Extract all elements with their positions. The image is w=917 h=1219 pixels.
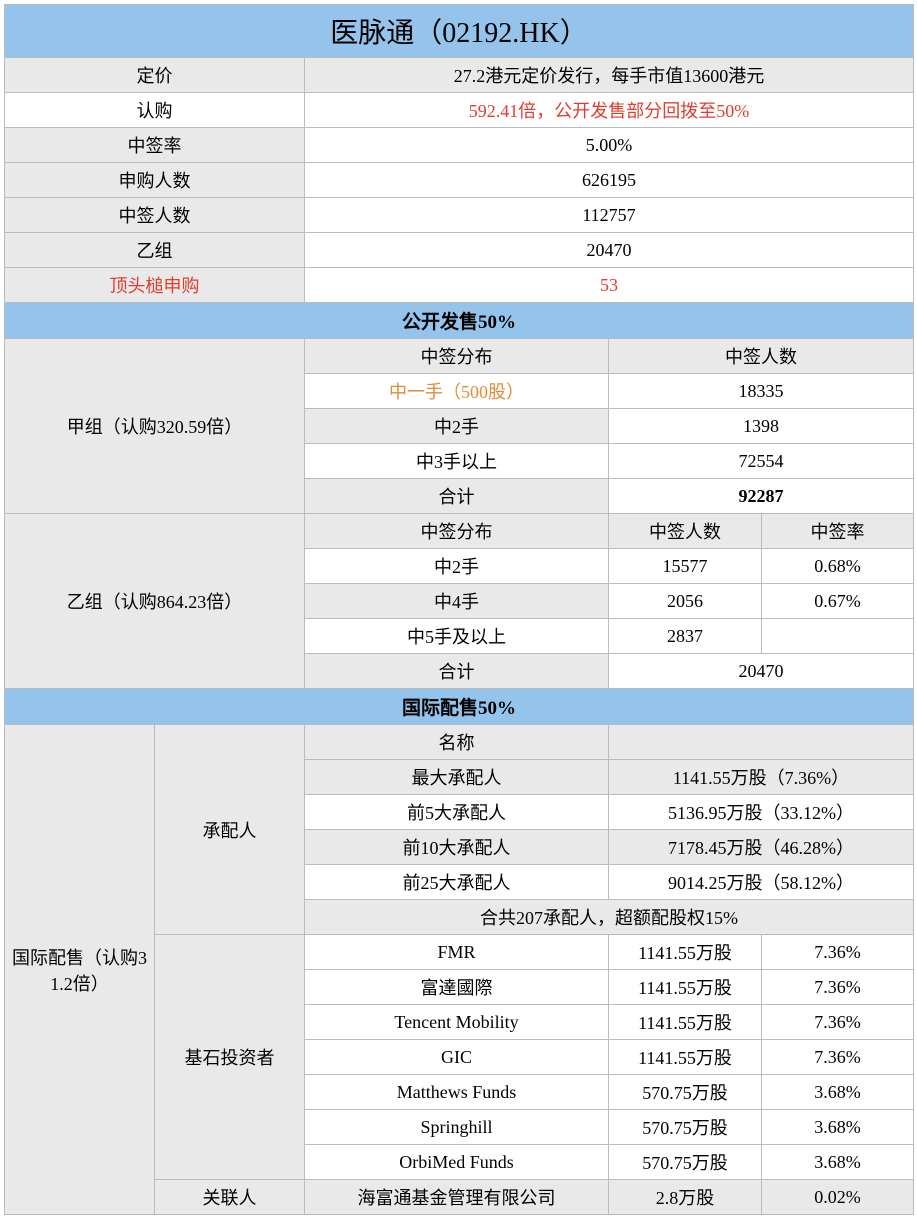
related-label: 关联人 xyxy=(155,1180,305,1215)
groupa-dist-1: 中一手（500股） xyxy=(305,374,609,409)
top-value: 53 xyxy=(305,268,914,303)
cs-pct-5: 3.68% xyxy=(762,1075,914,1110)
cs-shares-2: 1141.55万股 xyxy=(609,970,762,1005)
cs-pct-4: 7.36% xyxy=(762,1040,914,1075)
cs-pct-2: 7.36% xyxy=(762,970,914,1005)
groupa-col-dist: 中签分布 xyxy=(305,339,609,374)
subscribe-label: 认购 xyxy=(5,93,305,128)
cs-name-3: Tencent Mobility xyxy=(305,1005,609,1040)
cs-shares-7: 570.75万股 xyxy=(609,1145,762,1180)
cs-shares-4: 1141.55万股 xyxy=(609,1040,762,1075)
row-subscribe: 认购 592.41倍，公开发售部分回拨至50% xyxy=(5,93,914,128)
placees-header-row: 国际配售（认购31.2倍） 承配人 名称 xyxy=(5,725,914,760)
groupb-col-count: 中签人数 xyxy=(609,514,762,549)
row-top: 顶头槌申购 53 xyxy=(5,268,914,303)
allot-rate-label: 中签率 xyxy=(5,128,305,163)
price-value: 27.2港元定价发行，每手市值13600港元 xyxy=(305,58,914,93)
groupb-dist-1: 中2手 xyxy=(305,549,609,584)
placees-label: 承配人 xyxy=(155,725,305,935)
related-pct: 0.02% xyxy=(762,1180,914,1215)
placees-name-4: 前25大承配人 xyxy=(305,865,609,900)
row-groupb: 乙组 20470 xyxy=(5,233,914,268)
related-shares: 2.8万股 xyxy=(609,1180,762,1215)
applicants-value: 626195 xyxy=(305,163,914,198)
intl-header: 国际配售50% xyxy=(5,689,914,725)
cs-pct-7: 3.68% xyxy=(762,1145,914,1180)
groupa-label: 甲组（认购320.59倍） xyxy=(5,339,305,514)
row-winners: 中签人数 112757 xyxy=(5,198,914,233)
placees-name-3: 前10大承配人 xyxy=(305,830,609,865)
groupa-dist-2: 中2手 xyxy=(305,409,609,444)
cs-pct-1: 7.36% xyxy=(762,935,914,970)
cs-name-1: FMR xyxy=(305,935,609,970)
public-header-row: 公开发售50% xyxy=(5,303,914,339)
placees-col-blank xyxy=(609,725,914,760)
groupb-label: 乙组（认购864.23倍） xyxy=(5,514,305,689)
cs-shares-3: 1141.55万股 xyxy=(609,1005,762,1040)
groupa-header-row: 甲组（认购320.59倍） 中签分布 中签人数 xyxy=(5,339,914,374)
groupb-header-row: 乙组（认购864.23倍） 中签分布 中签人数 中签率 xyxy=(5,514,914,549)
groupa-count-3: 72554 xyxy=(609,444,914,479)
groupb-rate-1: 0.68% xyxy=(762,549,914,584)
groupb-count-1: 15577 xyxy=(609,549,762,584)
groupb-total-value: 20470 xyxy=(609,654,914,689)
row-price: 定价 27.2港元定价发行，每手市值13600港元 xyxy=(5,58,914,93)
groupb-dist-3: 中5手及以上 xyxy=(305,619,609,654)
groupb-total-label: 合计 xyxy=(305,654,609,689)
groupa-count-1: 18335 xyxy=(609,374,914,409)
groupb-rate-3 xyxy=(762,619,914,654)
allot-rate-value: 5.00% xyxy=(305,128,914,163)
cs-name-6: Springhill xyxy=(305,1110,609,1145)
placees-name-1: 最大承配人 xyxy=(305,760,609,795)
cs-pct-3: 7.36% xyxy=(762,1005,914,1040)
intl-label: 国际配售（认购31.2倍） xyxy=(5,725,155,1215)
row-allot-rate: 中签率 5.00% xyxy=(5,128,914,163)
related-name: 海富通基金管理有限公司 xyxy=(305,1180,609,1215)
subscribe-value: 592.41倍，公开发售部分回拨至50% xyxy=(305,93,914,128)
groupb-value: 20470 xyxy=(305,233,914,268)
groupb-count-2: 2056 xyxy=(609,584,762,619)
groupa-total-label: 合计 xyxy=(305,479,609,514)
cs-shares-1: 1141.55万股 xyxy=(609,935,762,970)
cs-name-7: OrbiMed Funds xyxy=(305,1145,609,1180)
groupa-col-count: 中签人数 xyxy=(609,339,914,374)
groupa-total-value: 92287 xyxy=(609,479,914,514)
placees-val-3: 7178.45万股（46.28%） xyxy=(609,830,914,865)
winners-label: 中签人数 xyxy=(5,198,305,233)
groupb-label: 乙组 xyxy=(5,233,305,268)
row-applicants: 申购人数 626195 xyxy=(5,163,914,198)
table-title: 医脉通（02192.HK） xyxy=(5,5,914,58)
public-header: 公开发售50% xyxy=(5,303,914,339)
placees-summary: 合共207承配人，超额配股权15% xyxy=(305,900,914,935)
top-label: 顶头槌申购 xyxy=(5,268,305,303)
groupb-rate-2: 0.67% xyxy=(762,584,914,619)
price-label: 定价 xyxy=(5,58,305,93)
ipo-table: 医脉通（02192.HK） 定价 27.2港元定价发行，每手市值13600港元 … xyxy=(4,4,914,1215)
placees-val-4: 9014.25万股（58.12%） xyxy=(609,865,914,900)
groupa-count-2: 1398 xyxy=(609,409,914,444)
groupb-col-rate: 中签率 xyxy=(762,514,914,549)
cornerstone-label: 基石投资者 xyxy=(155,935,305,1180)
groupb-dist-2: 中4手 xyxy=(305,584,609,619)
placees-val-2: 5136.95万股（33.12%） xyxy=(609,795,914,830)
winners-value: 112757 xyxy=(305,198,914,233)
applicants-label: 申购人数 xyxy=(5,163,305,198)
cs-name-4: GIC xyxy=(305,1040,609,1075)
cs-name-5: Matthews Funds xyxy=(305,1075,609,1110)
placees-name-2: 前5大承配人 xyxy=(305,795,609,830)
title-row: 医脉通（02192.HK） xyxy=(5,5,914,58)
intl-header-row: 国际配售50% xyxy=(5,689,914,725)
cs-shares-6: 570.75万股 xyxy=(609,1110,762,1145)
groupb-col-dist: 中签分布 xyxy=(305,514,609,549)
groupa-dist-3: 中3手以上 xyxy=(305,444,609,479)
placees-col-name: 名称 xyxy=(305,725,609,760)
cs-shares-5: 570.75万股 xyxy=(609,1075,762,1110)
groupb-count-3: 2837 xyxy=(609,619,762,654)
cs-pct-6: 3.68% xyxy=(762,1110,914,1145)
cs-name-2: 富達國際 xyxy=(305,970,609,1005)
placees-val-1: 1141.55万股（7.36%） xyxy=(609,760,914,795)
